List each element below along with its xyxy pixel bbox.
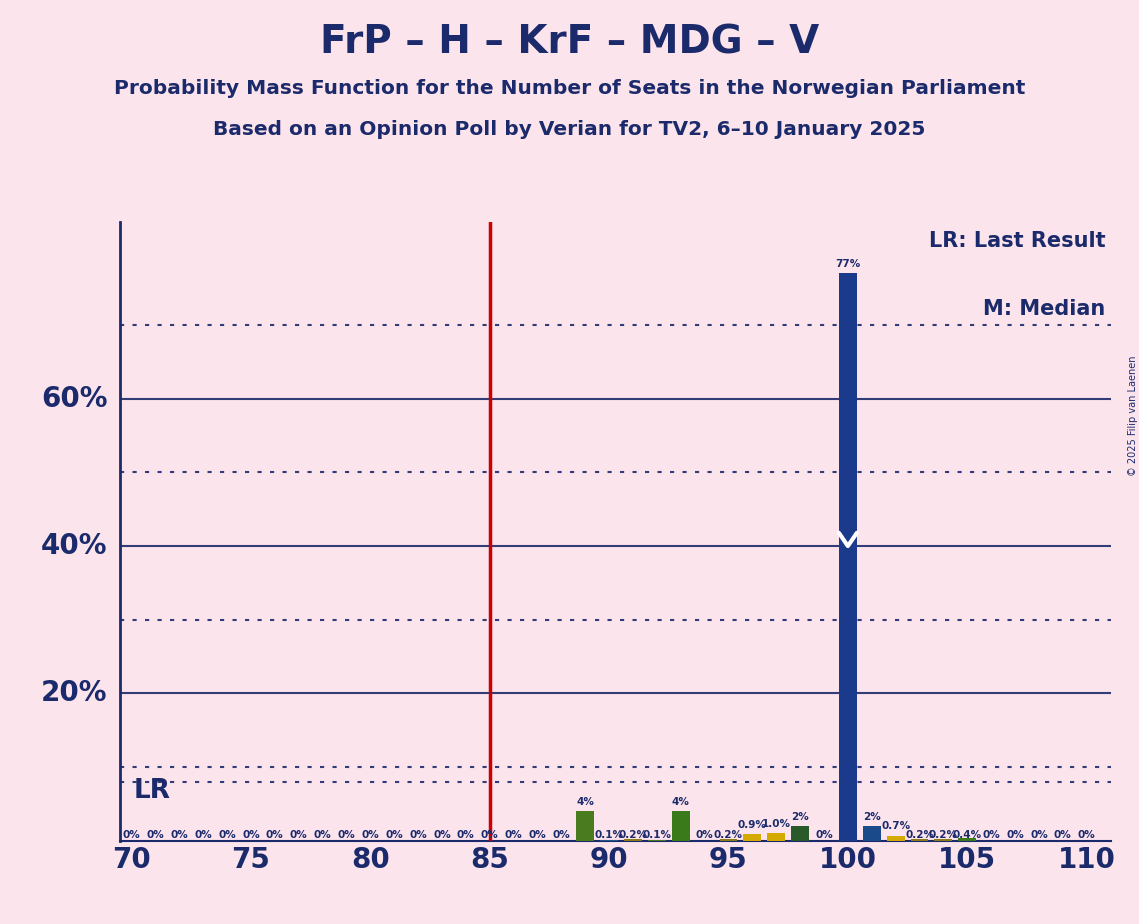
Text: Probability Mass Function for the Number of Seats in the Norwegian Parliament: Probability Mass Function for the Number…	[114, 79, 1025, 98]
Text: 0%: 0%	[219, 830, 236, 840]
Bar	[886, 835, 904, 841]
Bar	[720, 839, 737, 841]
Text: FrP – H – KrF – MDG – V: FrP – H – KrF – MDG – V	[320, 23, 819, 61]
Text: 0.2%: 0.2%	[618, 830, 647, 840]
Text: 0%: 0%	[337, 830, 355, 840]
Text: 0%: 0%	[982, 830, 1000, 840]
Text: 0%: 0%	[696, 830, 713, 840]
Bar	[672, 811, 690, 841]
Bar	[768, 833, 785, 841]
Text: 0%: 0%	[528, 830, 547, 840]
Text: LR: Last Result: LR: Last Result	[929, 231, 1106, 251]
Text: M: Median: M: Median	[983, 299, 1106, 319]
Text: 0%: 0%	[457, 830, 475, 840]
Text: 0.7%: 0.7%	[882, 821, 910, 832]
Text: 60%: 60%	[41, 384, 108, 413]
Text: 0%: 0%	[505, 830, 523, 840]
Text: 0%: 0%	[195, 830, 212, 840]
Text: 1.0%: 1.0%	[762, 819, 790, 829]
Text: 20%: 20%	[41, 679, 108, 708]
Text: 0.1%: 0.1%	[595, 830, 623, 840]
Text: 0%: 0%	[433, 830, 451, 840]
Text: 0%: 0%	[171, 830, 188, 840]
Text: 0%: 0%	[243, 830, 260, 840]
Text: 0%: 0%	[147, 830, 164, 840]
Text: 0%: 0%	[481, 830, 499, 840]
Bar	[910, 839, 928, 841]
Text: 0%: 0%	[385, 830, 403, 840]
Bar	[792, 826, 809, 841]
Text: 0.2%: 0.2%	[929, 830, 958, 840]
Bar	[934, 839, 952, 841]
Text: 0.4%: 0.4%	[952, 830, 982, 840]
Text: 40%: 40%	[41, 532, 108, 560]
Bar	[744, 834, 761, 841]
Text: 0%: 0%	[313, 830, 331, 840]
Text: 0%: 0%	[289, 830, 308, 840]
Text: 0%: 0%	[816, 830, 833, 840]
Text: 0%: 0%	[265, 830, 284, 840]
Bar	[862, 826, 880, 841]
Text: 0%: 0%	[1054, 830, 1072, 840]
Bar	[624, 839, 642, 841]
Text: 0.9%: 0.9%	[738, 820, 767, 830]
Text: 2%: 2%	[863, 811, 880, 821]
Text: 0%: 0%	[1006, 830, 1024, 840]
Text: 0%: 0%	[552, 830, 571, 840]
Text: 4%: 4%	[672, 796, 689, 807]
Text: 0%: 0%	[1030, 830, 1048, 840]
Text: 0.1%: 0.1%	[642, 830, 671, 840]
Bar	[839, 274, 857, 841]
Text: LR: LR	[134, 778, 171, 804]
Text: 0%: 0%	[1077, 830, 1096, 840]
Text: 77%: 77%	[835, 259, 860, 269]
Text: 0%: 0%	[409, 830, 427, 840]
Text: 0%: 0%	[123, 830, 140, 840]
Text: 0.2%: 0.2%	[906, 830, 934, 840]
Text: © 2025 Filip van Laenen: © 2025 Filip van Laenen	[1129, 356, 1138, 476]
Text: 0.2%: 0.2%	[714, 830, 743, 840]
Text: 4%: 4%	[576, 796, 595, 807]
Text: 2%: 2%	[792, 811, 809, 821]
Text: 0%: 0%	[361, 830, 379, 840]
Bar	[958, 838, 976, 841]
Bar	[576, 811, 595, 841]
Text: Based on an Opinion Poll by Verian for TV2, 6–10 January 2025: Based on an Opinion Poll by Verian for T…	[213, 120, 926, 140]
